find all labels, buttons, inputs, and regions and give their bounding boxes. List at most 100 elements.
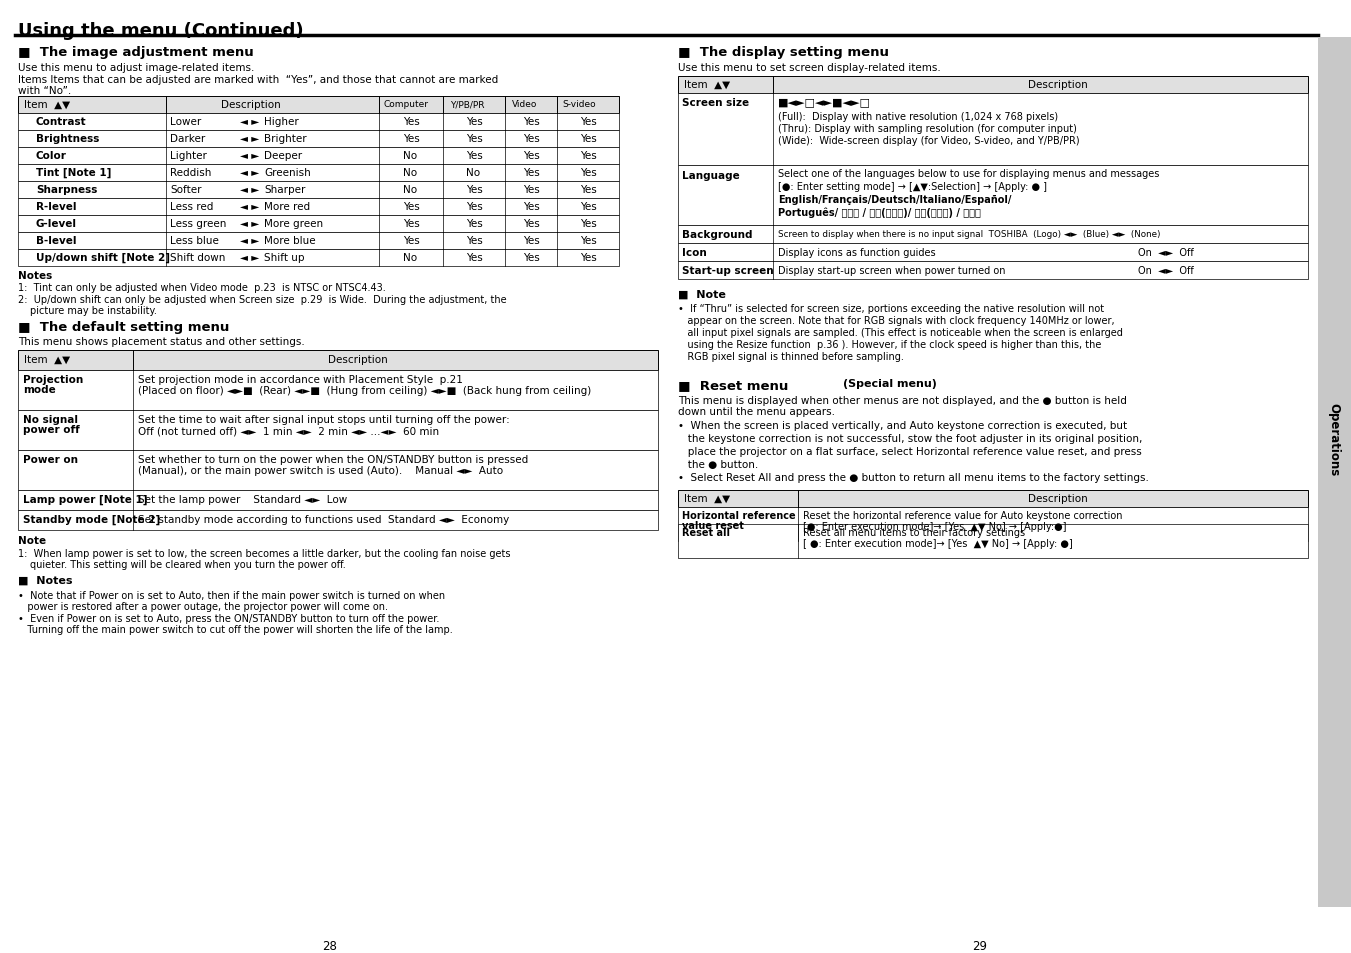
Text: Reddish: Reddish bbox=[170, 168, 211, 178]
Text: ◄ ►: ◄ ► bbox=[240, 253, 259, 263]
Bar bbox=[18, 511, 658, 531]
Text: G-level: G-level bbox=[36, 219, 77, 229]
Text: Display start-up screen when power turned on: Display start-up screen when power turne… bbox=[778, 266, 1005, 275]
Text: Shift down: Shift down bbox=[170, 253, 226, 263]
Text: Set whether to turn on the power when the ON/STANDBY button is pressed: Set whether to turn on the power when th… bbox=[138, 455, 528, 464]
Text: all input pixel signals are sampled. (This effect is noticeable when the screen : all input pixel signals are sampled. (Th… bbox=[678, 328, 1123, 337]
Text: power is restored after a power outage, the projector power will come on.: power is restored after a power outage, … bbox=[18, 601, 388, 612]
Bar bbox=[678, 94, 1308, 166]
Text: ◄ ►: ◄ ► bbox=[240, 219, 259, 229]
Text: (Wide):  Wide-screen display (for Video, S-video, and Y/PB/PR): (Wide): Wide-screen display (for Video, … bbox=[778, 136, 1079, 146]
Text: Yes: Yes bbox=[580, 202, 597, 212]
Text: No: No bbox=[403, 151, 417, 161]
Text: Use this menu to set screen display-related items.: Use this menu to set screen display-rela… bbox=[678, 63, 940, 73]
Text: Projection: Projection bbox=[23, 375, 84, 385]
Text: Color: Color bbox=[36, 151, 68, 161]
Text: ■  Reset menu: ■ Reset menu bbox=[678, 378, 793, 392]
Bar bbox=[18, 113, 619, 131]
Text: (Manual), or the main power switch is used (Auto).    Manual ◄►  Auto: (Manual), or the main power switch is us… bbox=[138, 465, 503, 476]
Text: (Thru): Display with sampling resolution (for computer input): (Thru): Display with sampling resolution… bbox=[778, 124, 1077, 133]
Text: power off: power off bbox=[23, 424, 80, 435]
Text: Yes: Yes bbox=[580, 133, 597, 144]
Text: Yes: Yes bbox=[523, 202, 540, 212]
Text: Screen to display when there is no input signal  TOSHIBA  (Logo) ◄►  (Blue) ◄►  : Screen to display when there is no input… bbox=[778, 230, 1161, 239]
Text: Yes: Yes bbox=[466, 219, 482, 229]
Text: Yes: Yes bbox=[580, 151, 597, 161]
Text: Yes: Yes bbox=[466, 202, 482, 212]
Text: Reset the horizontal reference value for Auto keystone correction: Reset the horizontal reference value for… bbox=[802, 511, 1123, 520]
Text: On  ◄►  Off: On ◄► Off bbox=[1138, 248, 1194, 257]
Text: Português/ 日本語 / 中文(简体字)/ 中文(繁体字) / 한국어: Português/ 日本語 / 中文(简体字)/ 中文(繁体字) / 한국어 bbox=[778, 208, 981, 218]
Text: Background: Background bbox=[682, 230, 753, 240]
Text: Sharpness: Sharpness bbox=[36, 185, 97, 194]
Text: Set the lamp power    Standard ◄►  Low: Set the lamp power Standard ◄► Low bbox=[138, 495, 347, 504]
Bar bbox=[18, 131, 619, 148]
Text: Operations: Operations bbox=[1328, 403, 1340, 476]
Text: Contrast: Contrast bbox=[36, 117, 86, 127]
Bar bbox=[678, 166, 1308, 226]
Text: Yes: Yes bbox=[466, 117, 482, 127]
Text: ■◄►□◄►■◄►□: ■◄►□◄►■◄►□ bbox=[778, 97, 871, 107]
Text: R-level: R-level bbox=[36, 202, 77, 212]
Text: Off (not turned off) ◄►  1 min ◄►  2 min ◄► ...◄►  60 min: Off (not turned off) ◄► 1 min ◄► 2 min ◄… bbox=[138, 426, 439, 436]
Text: picture may be instability.: picture may be instability. bbox=[30, 306, 157, 315]
Text: This menu is displayed when other menus are not displayed, and the ● button is h: This menu is displayed when other menus … bbox=[678, 395, 1127, 406]
Text: Softer: Softer bbox=[170, 185, 201, 194]
Text: Yes: Yes bbox=[580, 168, 597, 178]
Text: Greenish: Greenish bbox=[263, 168, 311, 178]
Text: Lamp power [Note 1]: Lamp power [Note 1] bbox=[23, 495, 147, 505]
Text: •  When the screen is placed vertically, and Auto keystone correction is execute: • When the screen is placed vertically, … bbox=[678, 420, 1127, 431]
Text: Select one of the languages below to use for displaying menus and messages: Select one of the languages below to use… bbox=[778, 169, 1159, 179]
Text: Yes: Yes bbox=[466, 151, 482, 161]
Text: No: No bbox=[403, 185, 417, 194]
Text: ■  The display setting menu: ■ The display setting menu bbox=[678, 46, 889, 59]
Bar bbox=[678, 524, 1308, 558]
Text: Yes: Yes bbox=[523, 151, 540, 161]
Text: 1:  When lamp power is set to low, the screen becomes a little darker, but the c: 1: When lamp power is set to low, the sc… bbox=[18, 548, 511, 558]
Text: ■  The default setting menu: ■ The default setting menu bbox=[18, 320, 230, 334]
Text: Item  ▲▼: Item ▲▼ bbox=[24, 100, 70, 110]
Text: Standby mode [Note 2]: Standby mode [Note 2] bbox=[23, 515, 161, 525]
Text: Turning off the main power switch to cut off the power will shorten the life of : Turning off the main power switch to cut… bbox=[18, 624, 453, 635]
Text: Item  ▲▼: Item ▲▼ bbox=[684, 494, 730, 503]
Text: 1:  Tint can only be adjusted when Video mode  p.23  is NTSC or NTSC4.43.: 1: Tint can only be adjusted when Video … bbox=[18, 283, 386, 293]
Text: Yes: Yes bbox=[523, 219, 540, 229]
Text: [●: Enter setting mode] → [▲▼:Selection] → [Apply: ● ]: [●: Enter setting mode] → [▲▼:Selection]… bbox=[778, 182, 1047, 192]
Text: Shift up: Shift up bbox=[263, 253, 304, 263]
Text: RGB pixel signal is thinned before sampling.: RGB pixel signal is thinned before sampl… bbox=[678, 352, 904, 361]
Text: [ ●: Enter execution mode]→ [Yes  ▲▼ No] → [Apply: ●]: [ ●: Enter execution mode]→ [Yes ▲▼ No] … bbox=[802, 538, 1073, 548]
Text: ◄ ►: ◄ ► bbox=[240, 185, 259, 194]
Text: No signal: No signal bbox=[23, 415, 78, 424]
Text: with “No”.: with “No”. bbox=[18, 86, 72, 96]
Text: Yes: Yes bbox=[523, 235, 540, 246]
Text: •  Select Reset All and press the ● button to return all menu items to the facto: • Select Reset All and press the ● butto… bbox=[678, 473, 1148, 482]
Text: place the projector on a flat surface, select Horizontal reference value reset, : place the projector on a flat surface, s… bbox=[678, 447, 1142, 456]
Text: Less red: Less red bbox=[170, 202, 213, 212]
Text: Sharper: Sharper bbox=[263, 185, 305, 194]
Text: (Full):  Display with native resolution (1,024 x 768 pixels): (Full): Display with native resolution (… bbox=[778, 112, 1058, 122]
Text: the keystone correction is not successful, stow the foot adjuster in its origina: the keystone correction is not successfu… bbox=[678, 434, 1143, 443]
Text: value reset: value reset bbox=[682, 520, 744, 531]
Text: Less blue: Less blue bbox=[170, 235, 219, 246]
Text: Item  ▲▼: Item ▲▼ bbox=[684, 80, 730, 90]
Text: Yes: Yes bbox=[523, 133, 540, 144]
Text: •  Even if Power on is set to Auto, press the ON/STANDBY button to turn off the : • Even if Power on is set to Auto, press… bbox=[18, 614, 439, 623]
Text: Yes: Yes bbox=[403, 235, 420, 246]
Text: Yes: Yes bbox=[580, 185, 597, 194]
Text: Use this menu to adjust image-related items.: Use this menu to adjust image-related it… bbox=[18, 63, 254, 73]
Text: the ● button.: the ● button. bbox=[678, 459, 758, 470]
Text: Set the time to wait after signal input stops until turning off the power:: Set the time to wait after signal input … bbox=[138, 415, 509, 424]
Text: [●: Enter execution mode]→ [Yes  ▲▼ No] → [Apply:●]: [●: Enter execution mode]→ [Yes ▲▼ No] →… bbox=[802, 521, 1066, 532]
Bar bbox=[678, 226, 1308, 244]
Text: Horizontal reference: Horizontal reference bbox=[682, 511, 796, 520]
Text: Start-up screen: Start-up screen bbox=[682, 266, 774, 275]
Text: •  Note that if Power on is set to Auto, then if the main power switch is turned: • Note that if Power on is set to Auto, … bbox=[18, 590, 444, 600]
Text: Lower: Lower bbox=[170, 117, 201, 127]
Text: (Placed on floor) ◄►■  (Rear) ◄►■  (Hung from ceiling) ◄►■  (Back hung from ceil: (Placed on floor) ◄►■ (Rear) ◄►■ (Hung f… bbox=[138, 386, 592, 395]
Text: Yes: Yes bbox=[466, 185, 482, 194]
Text: Notes: Notes bbox=[18, 271, 53, 281]
Text: ◄ ►: ◄ ► bbox=[240, 235, 259, 246]
Text: ■  Note: ■ Note bbox=[678, 290, 725, 299]
Text: Yes: Yes bbox=[403, 202, 420, 212]
Text: Description: Description bbox=[1028, 494, 1088, 503]
